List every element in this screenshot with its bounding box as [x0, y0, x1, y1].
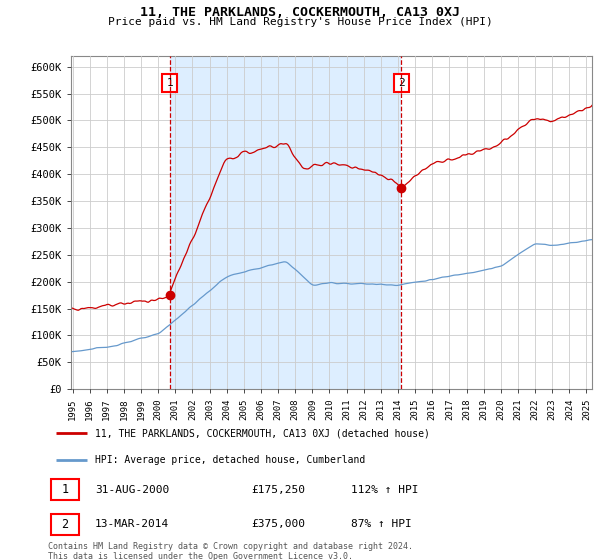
Text: HPI: Average price, detached house, Cumberland: HPI: Average price, detached house, Cumb… [95, 455, 365, 465]
Text: 11, THE PARKLANDS, COCKERMOUTH, CA13 0XJ: 11, THE PARKLANDS, COCKERMOUTH, CA13 0XJ [140, 6, 460, 18]
Text: 1: 1 [166, 78, 173, 88]
Text: £175,250: £175,250 [251, 484, 305, 494]
Text: 31-AUG-2000: 31-AUG-2000 [95, 484, 169, 494]
Text: 1: 1 [61, 483, 68, 496]
Text: Contains HM Land Registry data © Crown copyright and database right 2024.
This d: Contains HM Land Registry data © Crown c… [48, 542, 413, 560]
FancyBboxPatch shape [50, 479, 79, 500]
Text: Price paid vs. HM Land Registry's House Price Index (HPI): Price paid vs. HM Land Registry's House … [107, 17, 493, 27]
Text: 112% ↑ HPI: 112% ↑ HPI [351, 484, 418, 494]
FancyBboxPatch shape [50, 514, 79, 534]
Text: 2: 2 [61, 517, 68, 530]
Text: 2: 2 [398, 78, 405, 88]
Text: £375,000: £375,000 [251, 519, 305, 529]
Text: 11, THE PARKLANDS, COCKERMOUTH, CA13 0XJ (detached house): 11, THE PARKLANDS, COCKERMOUTH, CA13 0XJ… [95, 428, 430, 438]
Text: 13-MAR-2014: 13-MAR-2014 [95, 519, 169, 529]
Bar [170, 56, 401, 389]
Text: 87% ↑ HPI: 87% ↑ HPI [351, 519, 412, 529]
